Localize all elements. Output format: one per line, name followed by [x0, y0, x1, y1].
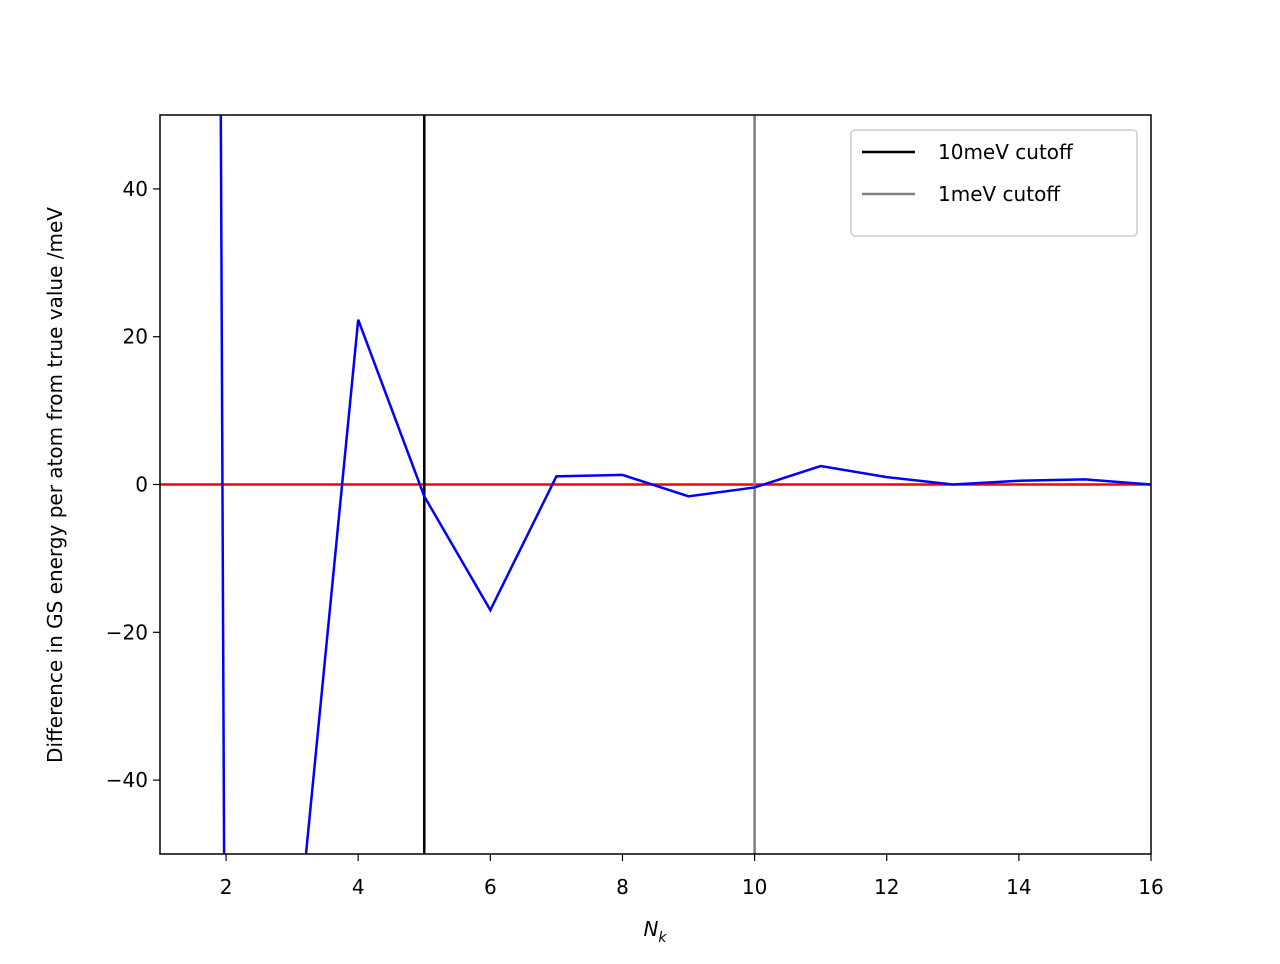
- legend-label: 10meV cutoff: [938, 140, 1074, 164]
- x-tick-label: 8: [616, 875, 629, 899]
- x-tick-label: 16: [1138, 875, 1163, 899]
- x-axis-label: Nk: [643, 917, 667, 946]
- x-label-sub: k: [658, 930, 667, 946]
- x-tick-label: 2: [220, 875, 233, 899]
- y-tick-label: 0: [135, 473, 148, 497]
- legend-label: 1meV cutoff: [938, 182, 1061, 206]
- y-tick-label: −40: [106, 768, 148, 792]
- x-tick-label: 12: [874, 875, 899, 899]
- y-tick-label: 20: [123, 325, 148, 349]
- x-label-main: N: [643, 917, 658, 941]
- plot-area: [160, 115, 1151, 854]
- y-tick-label: 40: [123, 177, 148, 201]
- x-tick-label: 6: [484, 875, 497, 899]
- y-tick-label: −20: [106, 620, 148, 644]
- legend-box: [850, 129, 1138, 237]
- x-tick-label: 4: [352, 875, 365, 899]
- x-tick-label: 14: [1006, 875, 1031, 899]
- y-axis-label: Difference in GS energy per atom from tr…: [43, 207, 67, 763]
- x-tick-label: 10: [742, 875, 767, 899]
- data-line: [219, 115, 1151, 854]
